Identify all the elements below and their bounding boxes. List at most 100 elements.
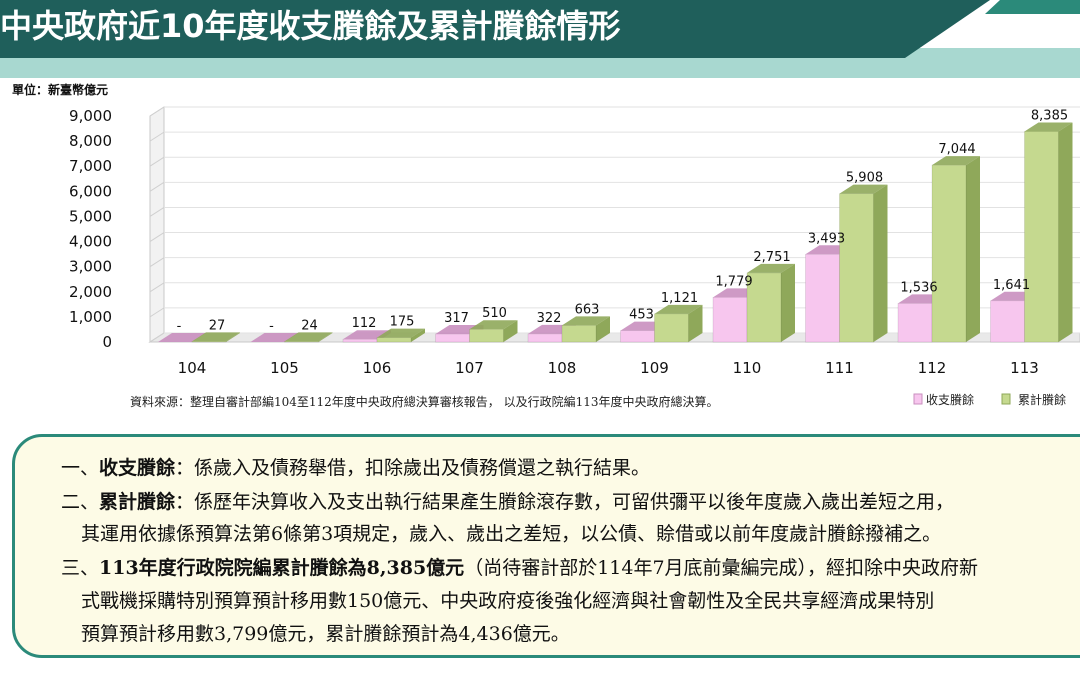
bar-cumulative bbox=[746, 272, 782, 343]
legend-label-surplus: 收支賸餘 bbox=[926, 392, 974, 407]
title-banner bbox=[0, 0, 1080, 78]
data-label-surplus: 1,536 bbox=[900, 280, 937, 295]
y-tick-label: 1,000 bbox=[69, 308, 112, 326]
y-tick-label: 7,000 bbox=[69, 157, 112, 175]
note-1: 一、收支賸餘：係歲入及債務舉借，扣除歲出及債務償還之執行結果。 bbox=[61, 453, 650, 480]
bar-cumulative-side bbox=[318, 332, 333, 342]
gridline-slant bbox=[149, 156, 165, 167]
y-tick-label: 2,000 bbox=[69, 283, 112, 301]
bar-cumulative-side bbox=[411, 328, 425, 342]
gridline-slant bbox=[149, 207, 165, 217]
note-2-text: ：係歷年決算收入及支出執行結果產生賸餘滾存數，可留供彌平以後年度歲入歲出差短之用… bbox=[175, 491, 955, 513]
bar-surplus bbox=[805, 253, 840, 343]
bar-cumulative-top bbox=[839, 184, 888, 194]
note-3-term: 113年度行政院院編累計賸餘為8,385億元 bbox=[99, 557, 465, 579]
gridline-slant bbox=[149, 131, 165, 142]
note-2-number: 二、 bbox=[61, 491, 100, 513]
data-label-surplus: 3,493 bbox=[808, 231, 845, 246]
bar-surplus-top bbox=[250, 333, 299, 342]
note-1-term: 收支賸餘 bbox=[99, 457, 176, 479]
x-tick-label: 112 bbox=[918, 359, 947, 377]
bar-cumulative-side bbox=[226, 332, 240, 342]
bar-cumulative-top bbox=[562, 316, 610, 326]
bar-cumulative-side bbox=[596, 316, 610, 342]
y-tick-label: 9,000 bbox=[69, 107, 112, 125]
bar-cumulative bbox=[191, 341, 227, 343]
bar-cumulative-top bbox=[747, 263, 795, 273]
bar-cumulative-top bbox=[284, 332, 333, 342]
unit-label: 單位：新臺幣億元 bbox=[12, 82, 108, 97]
bar-cumulative bbox=[376, 337, 412, 343]
data-label-cumulative: 510 bbox=[482, 306, 507, 321]
note-2-term: 累計賸餘 bbox=[99, 491, 176, 513]
data-label-surplus: 1,641 bbox=[993, 278, 1030, 293]
data-label-surplus: 322 bbox=[537, 311, 562, 326]
y-tick-label: 8,000 bbox=[69, 132, 112, 150]
x-tick-label: 111 bbox=[825, 359, 854, 377]
bar-cumulative-side bbox=[1058, 122, 1073, 343]
note-3: 三、113年度行政院院編累計賸餘為8,385億元（尚待審計部於114年7月底前彙… bbox=[61, 553, 978, 580]
legend-swatch-cumulative bbox=[1001, 393, 1011, 405]
data-label-surplus: - bbox=[269, 319, 274, 334]
bar-surplus bbox=[527, 333, 563, 343]
bar-surplus bbox=[620, 330, 655, 343]
data-label-surplus: 317 bbox=[444, 311, 469, 326]
x-tick-label: 110 bbox=[733, 359, 762, 377]
data-label-surplus: 453 bbox=[629, 308, 654, 323]
note-3-number: 三、 bbox=[61, 557, 100, 579]
note-1-number: 一、 bbox=[61, 457, 100, 479]
y-tick-label: 3,000 bbox=[69, 258, 112, 276]
bar-cumulative bbox=[1024, 131, 1059, 343]
data-label-surplus: - bbox=[177, 319, 182, 334]
side-wall bbox=[149, 106, 165, 343]
bar-cumulative bbox=[839, 193, 874, 343]
note-1-text: ：係歲入及債務舉借，扣除歲出及債務償還之執行結果。 bbox=[175, 457, 651, 479]
bar-surplus bbox=[342, 338, 378, 343]
note-3-line-2: 式戰機採購特別預算預計移用數150億元、中央政府疫後強化經濟與社會韌性及全民共享… bbox=[81, 590, 935, 612]
banner-stripe bbox=[985, 0, 1080, 14]
bar-cumulative-top bbox=[1024, 122, 1073, 132]
gridline-slant bbox=[149, 232, 165, 242]
x-tick-label: 108 bbox=[548, 359, 577, 377]
gridline-slant bbox=[149, 332, 165, 343]
bar-cumulative-side bbox=[873, 184, 888, 342]
bar-surplus bbox=[712, 297, 748, 343]
x-tick-label: 104 bbox=[178, 359, 207, 377]
bar-cumulative-top bbox=[469, 320, 518, 330]
bar-cumulative bbox=[561, 325, 597, 343]
bar-surplus-top bbox=[158, 333, 206, 342]
y-tick-label: 5,000 bbox=[69, 207, 112, 225]
bar-cumulative-top bbox=[377, 328, 425, 338]
note-3-line-3: 預算預計移用數3,799億元，累計賸餘預計為4,436億元。 bbox=[81, 623, 570, 645]
bar-surplus bbox=[897, 303, 933, 343]
bar-cumulative bbox=[931, 164, 967, 343]
gridline-slant bbox=[149, 106, 165, 117]
page-title: 中央政府近10年度收支賸餘及累計賸餘情形 bbox=[0, 7, 621, 45]
gridline-slant bbox=[149, 282, 165, 293]
gridline-slant bbox=[149, 181, 165, 192]
data-label-cumulative: 24 bbox=[301, 318, 318, 333]
data-label-cumulative: 5,908 bbox=[846, 171, 883, 186]
note-3-text: （尚待審計部於114年7月底前彙編完成），經扣除中央政府新 bbox=[464, 557, 979, 579]
data-label-cumulative: 2,751 bbox=[753, 250, 790, 265]
source-note: 資料來源：整理自審計部編104至112年度中央政府總決算審核報告， 以及行政院編… bbox=[130, 394, 719, 409]
legend-label-cumulative: 累計賸餘 bbox=[1018, 392, 1066, 407]
data-label-cumulative: 663 bbox=[575, 302, 600, 317]
data-label-cumulative: 8,385 bbox=[1031, 108, 1068, 123]
bar-surplus bbox=[435, 333, 470, 343]
bar-cumulative-top bbox=[932, 156, 980, 166]
bar-cumulative-top bbox=[192, 332, 240, 342]
x-tick-label: 107 bbox=[455, 359, 484, 377]
bar-cumulative-side bbox=[781, 263, 795, 342]
bar-cumulative bbox=[654, 313, 689, 343]
bar-cumulative-side bbox=[966, 156, 980, 342]
data-label-cumulative: 175 bbox=[390, 315, 415, 330]
bar-cumulative bbox=[469, 328, 504, 343]
data-label-cumulative: 27 bbox=[209, 318, 226, 333]
data-label-surplus: 1,779 bbox=[715, 274, 752, 289]
bar-chart: 0 1,000 2,000 3,000 4,000 5,000 6,000 7,000 8,00… bbox=[12, 82, 1080, 409]
gridline-slant bbox=[149, 307, 165, 318]
bar-surplus bbox=[990, 300, 1025, 343]
data-label-cumulative: 1,121 bbox=[661, 291, 698, 306]
y-tick-label: 4,000 bbox=[69, 233, 112, 251]
